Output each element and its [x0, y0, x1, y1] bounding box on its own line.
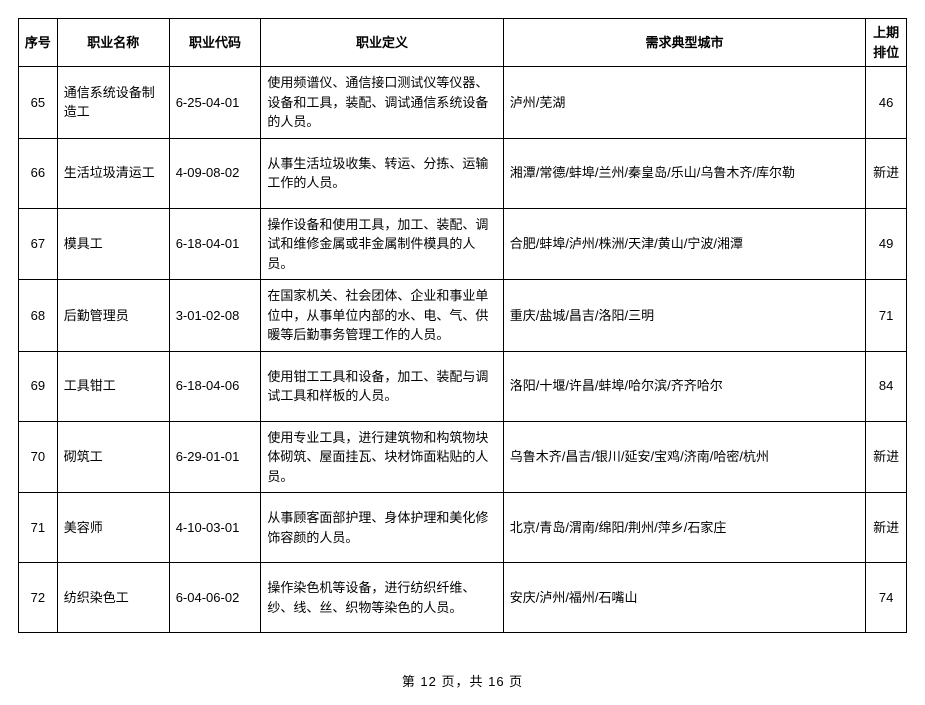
cell-name: 美容师	[57, 493, 169, 563]
cell-rank: 71	[866, 280, 907, 352]
cell-city: 泸州/芜湖	[503, 67, 866, 139]
cell-def: 操作设备和使用工具，加工、装配、调试和维修金属或非金属制件模具的人员。	[261, 208, 503, 280]
cell-code: 4-09-08-02	[169, 138, 261, 208]
cell-city: 北京/青岛/渭南/绵阳/荆州/萍乡/石家庄	[503, 493, 866, 563]
cell-code: 6-29-01-01	[169, 421, 261, 493]
table-row: 71美容师4-10-03-01从事顾客面部护理、身体护理和美化修饰容颜的人员。北…	[19, 493, 907, 563]
cell-name: 生活垃圾清运工	[57, 138, 169, 208]
cell-rank: 新进	[866, 493, 907, 563]
col-header-name: 职业名称	[57, 19, 169, 67]
cell-name: 模具工	[57, 208, 169, 280]
cell-seq: 67	[19, 208, 58, 280]
cell-seq: 72	[19, 563, 58, 633]
table-row: 69工具钳工6-18-04-06使用钳工工具和设备，加工、装配与调试工具和样板的…	[19, 351, 907, 421]
col-header-code: 职业代码	[169, 19, 261, 67]
cell-city: 湘潭/常德/蚌埠/兰州/秦皇岛/乐山/乌鲁木齐/库尔勒	[503, 138, 866, 208]
cell-rank: 46	[866, 67, 907, 139]
col-header-city: 需求典型城市	[503, 19, 866, 67]
cell-name: 后勤管理员	[57, 280, 169, 352]
table-row: 66生活垃圾清运工4-09-08-02从事生活垃圾收集、转运、分拣、运输工作的人…	[19, 138, 907, 208]
cell-seq: 70	[19, 421, 58, 493]
cell-code: 4-10-03-01	[169, 493, 261, 563]
cell-rank: 74	[866, 563, 907, 633]
cell-code: 6-04-06-02	[169, 563, 261, 633]
cell-rank: 49	[866, 208, 907, 280]
cell-def: 使用频谱仪、通信接口测试仪等仪器、设备和工具，装配、调试通信系统设备的人员。	[261, 67, 503, 139]
cell-city: 安庆/泸州/福州/石嘴山	[503, 563, 866, 633]
cell-def: 从事生活垃圾收集、转运、分拣、运输工作的人员。	[261, 138, 503, 208]
cell-city: 乌鲁木齐/昌吉/银川/延安/宝鸡/济南/哈密/杭州	[503, 421, 866, 493]
cell-name: 纺织染色工	[57, 563, 169, 633]
cell-name: 通信系统设备制造工	[57, 67, 169, 139]
cell-def: 使用专业工具，进行建筑物和构筑物块体砌筑、屋面挂瓦、块材饰面粘贴的人员。	[261, 421, 503, 493]
cell-seq: 71	[19, 493, 58, 563]
cell-def: 使用钳工工具和设备，加工、装配与调试工具和样板的人员。	[261, 351, 503, 421]
cell-rank: 84	[866, 351, 907, 421]
cell-seq: 69	[19, 351, 58, 421]
cell-def: 在国家机关、社会团体、企业和事业单位中，从事单位内部的水、电、气、供暖等后勤事务…	[261, 280, 503, 352]
header-row: 序号职业名称职业代码职业定义需求典型城市上期排位	[19, 19, 907, 67]
table-row: 65通信系统设备制造工6-25-04-01使用频谱仪、通信接口测试仪等仪器、设备…	[19, 67, 907, 139]
cell-seq: 65	[19, 67, 58, 139]
cell-code: 6-18-04-06	[169, 351, 261, 421]
table-row: 72纺织染色工6-04-06-02操作染色机等设备，进行纺织纤维、纱、线、丝、织…	[19, 563, 907, 633]
cell-city: 合肥/蚌埠/泸州/株洲/天津/黄山/宁波/湘潭	[503, 208, 866, 280]
cell-seq: 68	[19, 280, 58, 352]
cell-code: 3-01-02-08	[169, 280, 261, 352]
table-row: 67模具工6-18-04-01操作设备和使用工具，加工、装配、调试和维修金属或非…	[19, 208, 907, 280]
col-header-seq: 序号	[19, 19, 58, 67]
cell-name: 工具钳工	[57, 351, 169, 421]
table-body: 65通信系统设备制造工6-25-04-01使用频谱仪、通信接口测试仪等仪器、设备…	[19, 67, 907, 633]
col-header-def: 职业定义	[261, 19, 503, 67]
cell-def: 操作染色机等设备，进行纺织纤维、纱、线、丝、织物等染色的人员。	[261, 563, 503, 633]
cell-code: 6-25-04-01	[169, 67, 261, 139]
cell-city: 洛阳/十堰/许昌/蚌埠/哈尔滨/齐齐哈尔	[503, 351, 866, 421]
cell-name: 砌筑工	[57, 421, 169, 493]
page-footer: 第 12 页，共 16 页	[18, 671, 907, 690]
table-row: 68后勤管理员3-01-02-08在国家机关、社会团体、企业和事业单位中，从事单…	[19, 280, 907, 352]
cell-city: 重庆/盐城/昌吉/洛阳/三明	[503, 280, 866, 352]
col-header-rank: 上期排位	[866, 19, 907, 67]
table-row: 70砌筑工6-29-01-01使用专业工具，进行建筑物和构筑物块体砌筑、屋面挂瓦…	[19, 421, 907, 493]
cell-code: 6-18-04-01	[169, 208, 261, 280]
cell-rank: 新进	[866, 138, 907, 208]
cell-def: 从事顾客面部护理、身体护理和美化修饰容颜的人员。	[261, 493, 503, 563]
cell-seq: 66	[19, 138, 58, 208]
cell-rank: 新进	[866, 421, 907, 493]
occupation-table: 序号职业名称职业代码职业定义需求典型城市上期排位 65通信系统设备制造工6-25…	[18, 18, 907, 633]
table-head: 序号职业名称职业代码职业定义需求典型城市上期排位	[19, 19, 907, 67]
